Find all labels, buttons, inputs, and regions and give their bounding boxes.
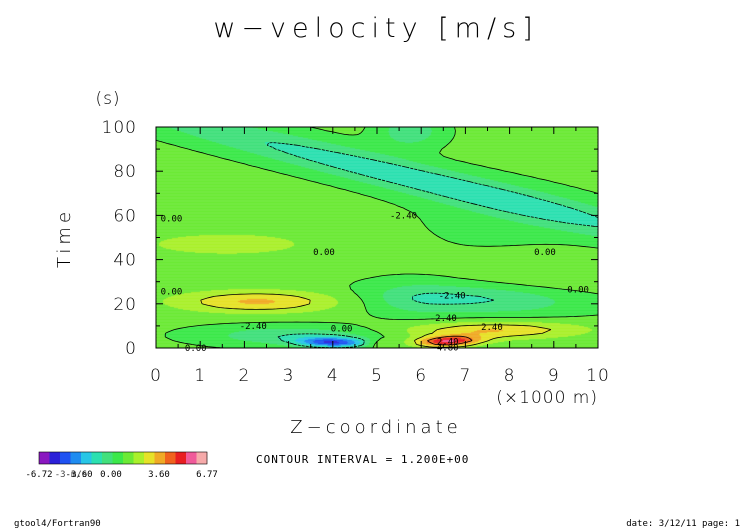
contour-label: 2.40	[481, 323, 503, 333]
x-tick-label: 2	[238, 366, 250, 386]
contour-label: 0.00	[161, 288, 183, 298]
colorbar-label: 0.00	[100, 470, 122, 480]
contour-label: 2.40	[437, 337, 459, 347]
chart-title: w−velocity [m/s]	[213, 13, 538, 44]
contour-line	[200, 293, 552, 348]
colorbar-swatch	[133, 452, 145, 464]
colorbar-frame	[38, 451, 208, 465]
colorbar-swatch	[154, 452, 166, 464]
contour-label: 0.00	[567, 285, 589, 295]
colorbar-swatch	[102, 452, 113, 464]
x-tick-label: 1	[194, 366, 206, 386]
contour-lines	[155, 126, 599, 349]
colorbar-label: -3.60	[65, 470, 92, 480]
colorbar-swatch	[39, 452, 50, 464]
x-tick-label: 4	[327, 366, 339, 386]
colorbar-swatch	[123, 452, 134, 464]
colorbar-swatch	[144, 452, 155, 464]
x-tick-label: 10	[586, 366, 610, 386]
contour-label: 4.80	[437, 343, 459, 353]
x-tick-label: 3	[283, 366, 295, 386]
contour-label: 0.00	[161, 215, 183, 225]
y-tick-label: 0	[125, 339, 137, 359]
x-tick-label: 0	[150, 366, 162, 386]
footer-left: gtool4/Fortran90	[14, 519, 101, 529]
contour-interval-text: CONTOUR INTERVAL = 1.200E+00	[256, 453, 469, 466]
colorbar-label: 6.77	[196, 470, 218, 480]
x-axis: 0 1 2 3 4 5 6 7 8 9 10 (×1000 m) Z−coordinate	[150, 366, 610, 438]
colorbar-overprint: -3 m/s	[55, 470, 88, 480]
colorbar-swatches	[38, 451, 208, 465]
x-axis-label: Z−coordinate	[290, 417, 461, 438]
x-tick-label: 9	[548, 366, 560, 386]
x-tick-labels: 0 1 2 3 4 5 6 7 8 9 10	[150, 366, 610, 386]
contour-line	[427, 335, 473, 346]
colorbar-swatch	[91, 452, 103, 464]
y-unit-label: (s)	[95, 89, 120, 109]
contour-line	[155, 126, 599, 349]
colorbar-swatch	[186, 452, 197, 464]
colorbar-swatch	[175, 452, 187, 464]
y-axis: (s) Time 0 20 40 60 80 100	[54, 89, 137, 359]
contour-label: 0.00	[331, 325, 353, 335]
colorbar-labels: -6.72 -3.60 0.00 3.60 6.77	[25, 470, 217, 480]
colorbar: -6.72 -3.60 0.00 3.60 6.77 -3 m/s	[25, 451, 218, 480]
contour-label: -2.40	[430, 314, 457, 324]
y-tick-label: 80	[113, 162, 137, 182]
plot-area: 0.00 0.00 0.00 0.00 0.00 0.00 0.00 -2.40 -2.40 -2…	[155, 126, 599, 354]
contour-label: -2.40	[439, 291, 466, 301]
contour-label: 0.00	[313, 248, 335, 258]
x-tick-label: 8	[504, 366, 516, 386]
contour-labels: 0.00 0.00 0.00 0.00 0.00 0.00 0.00 -2.40 -2.40 -2…	[161, 211, 589, 354]
colorbar-swatch	[70, 452, 82, 464]
colorbar-swatch	[60, 452, 71, 464]
colorbar-label: 3.60	[148, 470, 170, 480]
y-tick-label: 60	[113, 206, 137, 226]
horizontal-hatching	[156, 128, 598, 346]
x-unit-label: (×1000 m)	[496, 388, 598, 408]
x-tick-label: 7	[459, 366, 471, 386]
contour-label: 0.00	[185, 344, 207, 354]
y-tick-labels: 0 20 40 60 80 100	[102, 118, 137, 359]
y-tick-label: 40	[113, 251, 137, 271]
colorbar-swatch	[112, 452, 124, 464]
colorbar-label: -6.72	[25, 470, 52, 480]
axis-ticks	[155, 126, 599, 349]
contour-label: -2.40	[390, 211, 417, 221]
colorbar-swatch	[81, 452, 92, 464]
colorbar-swatch	[196, 452, 208, 464]
colorbar-swatch	[49, 452, 61, 464]
y-axis-label: Time	[54, 208, 75, 268]
contour-line	[266, 142, 599, 349]
colorbar-swatch	[165, 452, 176, 464]
contour-label: 0.00	[534, 248, 556, 258]
contour-fill	[156, 127, 598, 348]
y-tick-label: 20	[113, 295, 137, 315]
y-tick-label: 100	[102, 118, 137, 138]
x-tick-label: 5	[371, 366, 383, 386]
contour-label: -2.40	[240, 322, 267, 332]
footer-right: date: 3/12/11 page: 1	[626, 519, 740, 529]
x-tick-label: 6	[415, 366, 427, 386]
